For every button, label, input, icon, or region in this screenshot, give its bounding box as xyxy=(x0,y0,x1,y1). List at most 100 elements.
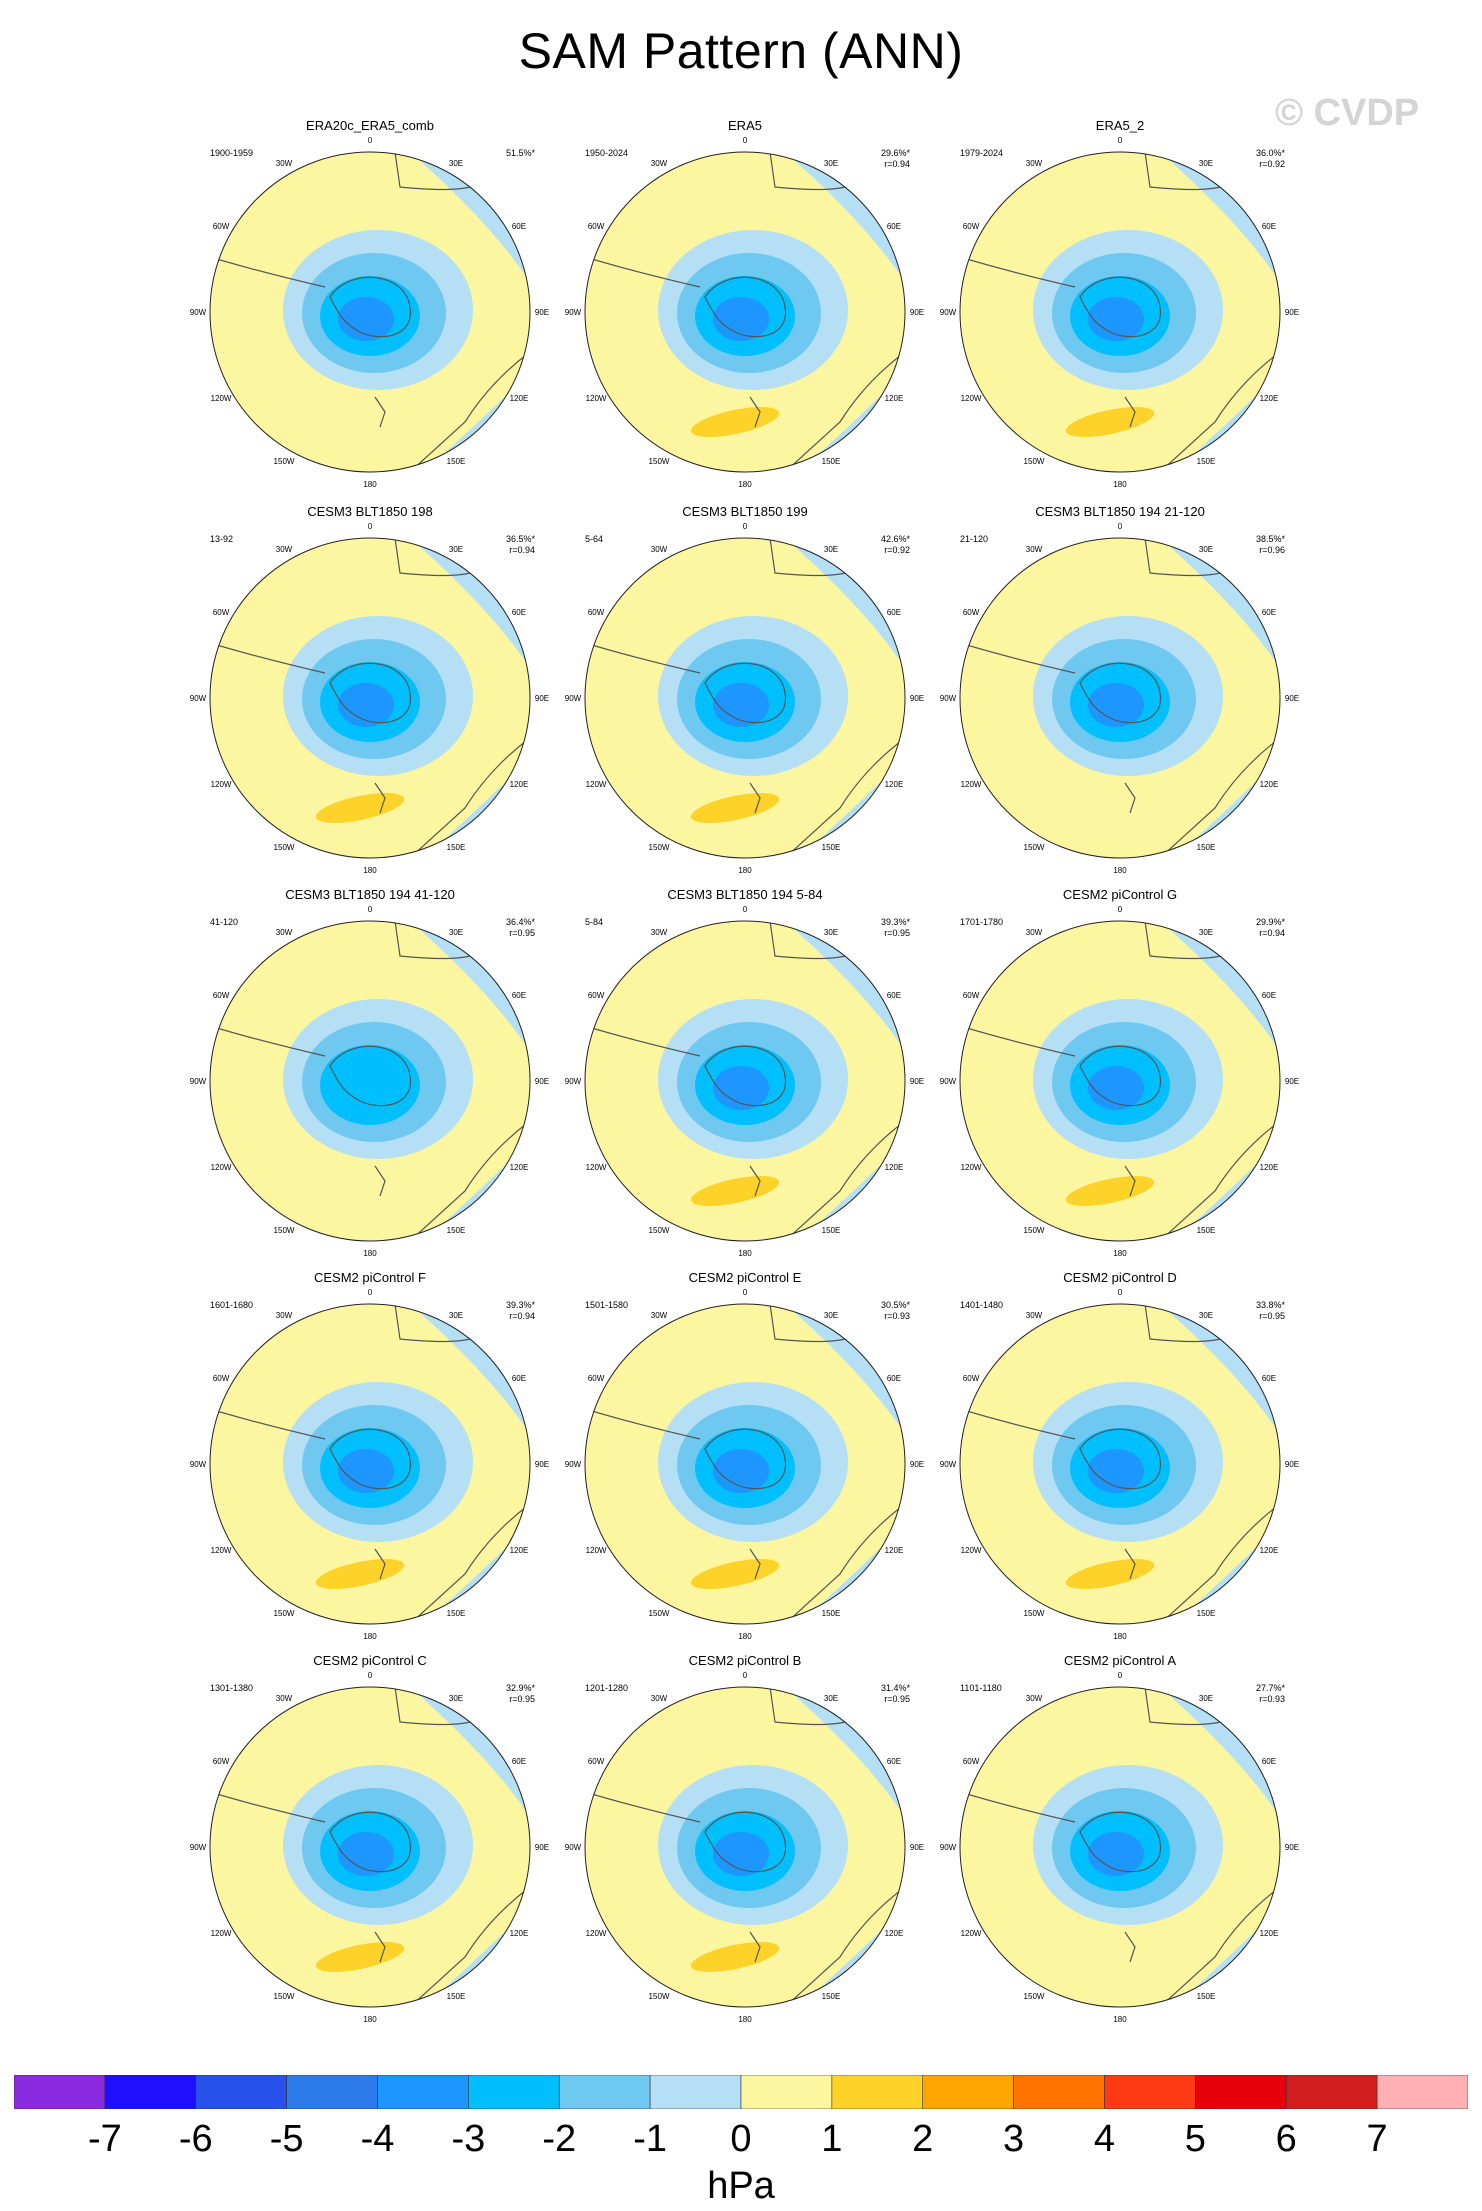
south-america-coastline xyxy=(210,1025,326,1057)
colorbar-segment xyxy=(1285,2075,1378,2109)
longitude-label: 120W xyxy=(211,1163,232,1172)
ring-negative-4 xyxy=(713,683,769,727)
longitude-label: 120E xyxy=(1260,780,1279,789)
colorbar-tick: -1 xyxy=(633,2118,668,2160)
panel-pattern-correlation: r=0.95 xyxy=(509,1694,535,1704)
longitude-label: 0 xyxy=(1118,1288,1123,1297)
panel-pattern-correlation: r=0.94 xyxy=(509,545,535,555)
longitude-label: 120E xyxy=(1260,1546,1279,1555)
new-zealand-coastline xyxy=(1124,1548,1136,1580)
longitude-label: 90W xyxy=(190,694,207,703)
map-panel: CESM3 BLT1850 194 21-120 21-120 38.5%* r=0.… xyxy=(940,504,1300,889)
colorbar-tick: -6 xyxy=(178,2118,213,2160)
longitude-label: 90W xyxy=(190,1843,207,1852)
longitude-label: 0 xyxy=(1118,905,1123,914)
panel-title: CESM3 BLT1850 198 xyxy=(307,504,433,519)
longitude-label: 30W xyxy=(651,545,668,554)
australia-coastline xyxy=(409,351,530,472)
longitude-label: 30E xyxy=(824,545,838,554)
longitude-label: 60W xyxy=(588,991,605,1000)
longitude-label: 60E xyxy=(887,1374,901,1383)
longitude-label: 0 xyxy=(368,522,373,531)
longitude-label: 30E xyxy=(1199,1694,1213,1703)
longitude-label: 120W xyxy=(211,780,232,789)
panel-title: CESM3 BLT1850 194 21-120 xyxy=(1035,504,1205,519)
south-america-coastline xyxy=(960,256,1076,288)
africa-coastline xyxy=(394,1687,471,1726)
panel-title: CESM2 piControl B xyxy=(688,1653,802,1668)
map-border xyxy=(959,920,1281,1242)
longitude-label: 120E xyxy=(885,1546,904,1555)
longitude-label: 30E xyxy=(1199,545,1213,554)
longitude-label: 90E xyxy=(1285,1843,1299,1852)
longitude-label: 120W xyxy=(586,780,607,789)
longitude-label: 120E xyxy=(1260,1163,1279,1172)
longitude-label: 0 xyxy=(743,1288,748,1297)
panel-pattern-correlation: r=0.93 xyxy=(884,1311,910,1321)
antarctica-coastline xyxy=(329,1811,411,1873)
polar-map: 0 30E 60E 90E 120E 150E 180 150W 120W 90W 60W 30W xyxy=(565,522,924,875)
map-border xyxy=(584,920,906,1242)
panel-years: 1900-1959 xyxy=(210,148,254,158)
panel-years: 21-120 xyxy=(960,534,989,544)
longitude-label: 150E xyxy=(1197,457,1216,466)
longitude-label: 150E xyxy=(447,457,466,466)
map-panel: CESM2 piControl F 1601-1680 39.3%* r=0.94 0 3… xyxy=(190,1270,550,1655)
longitude-label: 120E xyxy=(510,394,529,403)
map-border xyxy=(209,1303,531,1625)
new-zealand-coastline xyxy=(1124,1931,1136,1963)
africa-coastline xyxy=(769,1687,846,1726)
longitude-label: 60E xyxy=(887,1757,901,1766)
africa-coastline xyxy=(394,538,471,577)
antarctica-coastline xyxy=(704,1811,786,1873)
field-positive-moderate xyxy=(1065,1558,1155,1590)
new-zealand-coastline xyxy=(374,782,386,814)
panel-title: CESM3 BLT1850 194 5-84 xyxy=(667,887,823,902)
colorbar-tick: 3 xyxy=(1003,2118,1025,2160)
map-border xyxy=(959,1686,1281,2008)
longitude-label: 90E xyxy=(910,308,924,317)
longitude-label: 150E xyxy=(1197,1992,1216,2001)
polar-map: 0 30E 60E 90E 120E 150E 180 150W 120W 90W 60W 30W xyxy=(565,905,924,1258)
panel-variance-pct: 36.4%* xyxy=(505,917,535,927)
field-positive-moderate xyxy=(1065,1175,1155,1207)
new-zealand-coastline xyxy=(1124,1165,1136,1197)
longitude-label: 30W xyxy=(276,1311,293,1320)
colorbar-segment xyxy=(922,2075,1014,2109)
longitude-label: 0 xyxy=(743,1671,748,1680)
map-panel: CESM2 piControl E 1501-1580 30.5%* r=0.93 0 3… xyxy=(565,1270,925,1655)
longitude-label: 60E xyxy=(887,222,901,231)
longitude-label: 60E xyxy=(512,1757,526,1766)
longitude-label: 90W xyxy=(940,1077,957,1086)
panel-variance-pct: 39.3%* xyxy=(880,917,910,927)
longitude-label: 90W xyxy=(190,308,207,317)
panel-years: 41-120 xyxy=(210,917,239,927)
map-panel: ERA20c_ERA5_comb 1900-1959 51.5%* 0 30E 60E 90… xyxy=(190,118,550,503)
australia-coastline xyxy=(1159,351,1280,472)
antarctica-coastline xyxy=(1079,1811,1161,1873)
longitude-label: 180 xyxy=(738,1249,752,1258)
map-border xyxy=(209,1686,531,2008)
colorbar-segment xyxy=(1013,2075,1105,2109)
australia-coastline xyxy=(409,737,530,858)
longitude-label: 120W xyxy=(961,394,982,403)
antarctica-coastline xyxy=(329,662,411,724)
colorbar-segment xyxy=(468,2075,560,2109)
longitude-label: 0 xyxy=(743,905,748,914)
panel-pattern-correlation: r=0.95 xyxy=(884,1694,910,1704)
longitude-label: 180 xyxy=(1113,1632,1127,1641)
map-panel: ERA5_2 1979-2024 36.0%* r=0.92 0 30E 60E 90E 120… xyxy=(940,118,1300,503)
map-panel: CESM2 piControl C 1301-1380 32.9%* r=0.95 0 3… xyxy=(190,1653,550,2038)
ring-negative-4 xyxy=(338,1449,394,1493)
colorbar-tick: -5 xyxy=(269,2118,304,2160)
colorbar-segment xyxy=(195,2075,287,2109)
longitude-label: 0 xyxy=(368,136,373,145)
longitude-label: 60W xyxy=(588,608,605,617)
africa-coastline xyxy=(1144,152,1221,191)
longitude-label: 120E xyxy=(510,780,529,789)
longitude-label: 90W xyxy=(565,1077,582,1086)
antarctica-coastline xyxy=(329,276,411,338)
longitude-label: 180 xyxy=(1113,480,1127,489)
map-panel: CESM3 BLT1850 194 5-84 5-84 39.3%* r=0.95 0 3… xyxy=(565,887,925,1272)
longitude-label: 0 xyxy=(743,522,748,531)
